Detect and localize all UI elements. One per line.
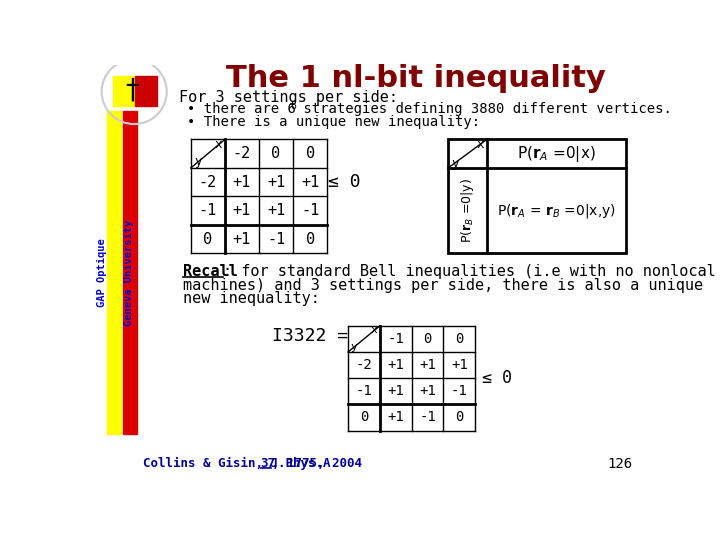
Text: 0: 0 [271, 146, 281, 161]
Text: ≤ 0: ≤ 0 [482, 369, 512, 387]
Text: 0: 0 [360, 410, 368, 424]
Text: x: x [370, 325, 377, 335]
Text: P($\mathbf{r}_B$ =0|y): P($\mathbf{r}_B$ =0|y) [459, 178, 476, 243]
Text: +1: +1 [451, 358, 468, 372]
Text: • There is a unique new inequality:: • There is a unique new inequality: [187, 115, 480, 129]
Text: x: x [214, 138, 222, 151]
Text: I3322 =: I3322 = [272, 327, 348, 345]
Text: P($\mathbf{r}_A$ =0|x): P($\mathbf{r}_A$ =0|x) [517, 144, 596, 164]
Text: machines) and 3 settings per side, there is also a unique: machines) and 3 settings per side, there… [183, 278, 703, 293]
Text: -1: -1 [267, 232, 285, 247]
Text: 126: 126 [608, 457, 632, 471]
Text: -1: -1 [301, 203, 319, 218]
Bar [107, 111, 121, 434]
Text: -2: -2 [233, 146, 251, 161]
Bar [113, 76, 135, 106]
Text: Collins & Gisin, J.Phys.A: Collins & Gisin, J.Phys.A [143, 457, 338, 470]
Text: Geneva University: Geneva University [124, 220, 134, 326]
Bar [122, 111, 137, 434]
Text: 0: 0 [455, 332, 464, 346]
Text: -1: -1 [356, 384, 372, 399]
Text: +1: +1 [419, 384, 436, 399]
Text: †: † [126, 76, 140, 104]
Text: y: y [351, 342, 358, 352]
Text: x: x [476, 138, 484, 151]
Text: +1: +1 [387, 410, 404, 424]
Text: +1: +1 [301, 175, 319, 190]
Text: , 1775, 2004: , 1775, 2004 [272, 457, 362, 470]
Text: new inequality:: new inequality: [183, 292, 320, 306]
Text: -1: -1 [199, 203, 217, 218]
Text: GAP Optique: GAP Optique [96, 238, 107, 307]
Text: +1: +1 [267, 203, 285, 218]
Text: +1: +1 [387, 384, 404, 399]
Text: For 3 settings per side:: For 3 settings per side: [179, 90, 398, 105]
Text: strategies defining 3880 different vertices.: strategies defining 3880 different verti… [294, 103, 672, 117]
Text: ≤ 0: ≤ 0 [328, 173, 361, 191]
Text: 0: 0 [455, 410, 464, 424]
Text: 0: 0 [423, 332, 432, 346]
Text: The 1 nl-bit inequality: The 1 nl-bit inequality [225, 64, 606, 93]
Text: P($\mathbf{r}_A$ = $\mathbf{r}_B$ =0|x,y): P($\mathbf{r}_A$ = $\mathbf{r}_B$ =0|x,y… [497, 202, 616, 220]
Text: +1: +1 [267, 175, 285, 190]
Text: y: y [194, 156, 202, 168]
Text: • there are 6: • there are 6 [187, 103, 296, 117]
Text: Recall: Recall [183, 264, 238, 279]
Text: -2: -2 [356, 358, 372, 372]
Text: : for standard Bell inequalities (i.e with no nonlocal: : for standard Bell inequalities (i.e wi… [223, 264, 716, 279]
Text: 37: 37 [261, 457, 276, 470]
Bar [135, 76, 157, 106]
Text: 0: 0 [305, 146, 315, 161]
Text: 0: 0 [305, 232, 315, 247]
Text: 0: 0 [203, 232, 212, 247]
Text: +1: +1 [387, 358, 404, 372]
Text: +1: +1 [233, 175, 251, 190]
Text: +1: +1 [233, 232, 251, 247]
Text: -2: -2 [199, 175, 217, 190]
Text: 6: 6 [290, 102, 296, 111]
Text: -1: -1 [451, 384, 468, 399]
Text: +1: +1 [419, 358, 436, 372]
Text: y: y [451, 157, 459, 170]
Text: -1: -1 [387, 332, 404, 346]
Text: +1: +1 [233, 203, 251, 218]
Text: -1: -1 [419, 410, 436, 424]
Bar [448, 139, 626, 253]
